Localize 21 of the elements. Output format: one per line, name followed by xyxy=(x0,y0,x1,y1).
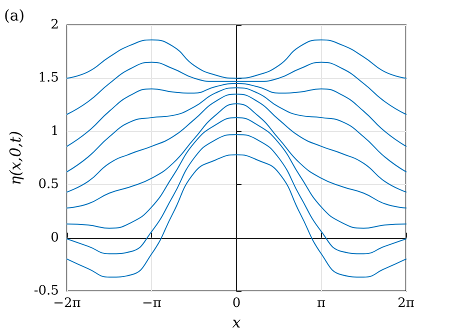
x-axis-title: x xyxy=(232,314,242,332)
x-tick-label: −2π xyxy=(53,296,82,311)
y-tick-label: 1.5 xyxy=(38,70,59,86)
line-series xyxy=(66,87,406,172)
y-tick-label: -0.5 xyxy=(34,284,59,298)
line-series xyxy=(66,103,406,209)
y-tick-label: 0 xyxy=(50,230,59,246)
y-axis-title: η(x,0,t) xyxy=(6,130,24,186)
y-tick-label: 1 xyxy=(50,124,59,139)
x-tick-label: π xyxy=(316,296,326,311)
line-series xyxy=(66,134,406,254)
line-series xyxy=(66,154,406,278)
x-tick-label: 2π xyxy=(398,296,415,311)
line-series xyxy=(66,117,406,229)
x-tick-label: −π xyxy=(142,296,162,311)
x-tick-label: 0 xyxy=(232,296,241,311)
y-tick-label: 2 xyxy=(50,18,59,32)
y-tick-label: 0.5 xyxy=(38,177,59,192)
text: (a) xyxy=(4,6,25,24)
line-series xyxy=(66,39,406,79)
line-series xyxy=(66,94,406,193)
